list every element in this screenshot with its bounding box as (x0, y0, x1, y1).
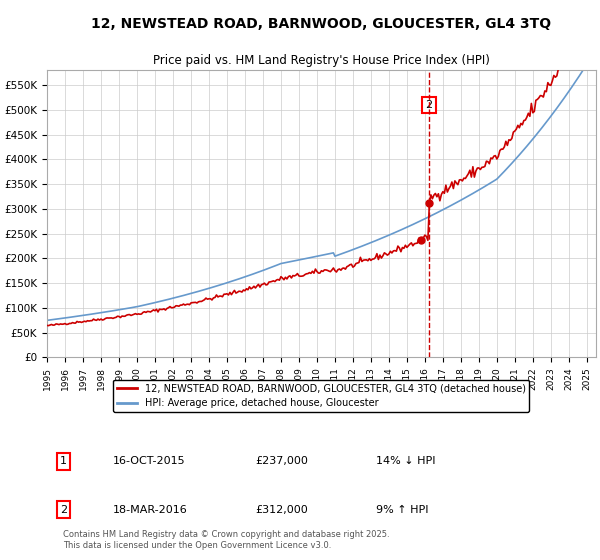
Text: 14% ↓ HPI: 14% ↓ HPI (376, 456, 436, 466)
Text: Contains HM Land Registry data © Crown copyright and database right 2025.
This d: Contains HM Land Registry data © Crown c… (64, 530, 390, 550)
Text: 2: 2 (425, 100, 432, 110)
Text: 16-OCT-2015: 16-OCT-2015 (113, 456, 185, 466)
Legend: 12, NEWSTEAD ROAD, BARNWOOD, GLOUCESTER, GL4 3TQ (detached house), HPI: Average : 12, NEWSTEAD ROAD, BARNWOOD, GLOUCESTER,… (113, 380, 529, 412)
Text: 18-MAR-2016: 18-MAR-2016 (113, 505, 188, 515)
Text: 12, NEWSTEAD ROAD, BARNWOOD, GLOUCESTER, GL4 3TQ: 12, NEWSTEAD ROAD, BARNWOOD, GLOUCESTER,… (91, 17, 551, 31)
Text: £312,000: £312,000 (256, 505, 308, 515)
Text: 9% ↑ HPI: 9% ↑ HPI (376, 505, 429, 515)
Text: Price paid vs. HM Land Registry's House Price Index (HPI): Price paid vs. HM Land Registry's House … (153, 54, 490, 67)
Text: 2: 2 (60, 505, 67, 515)
Text: 1: 1 (60, 456, 67, 466)
Text: £237,000: £237,000 (256, 456, 308, 466)
